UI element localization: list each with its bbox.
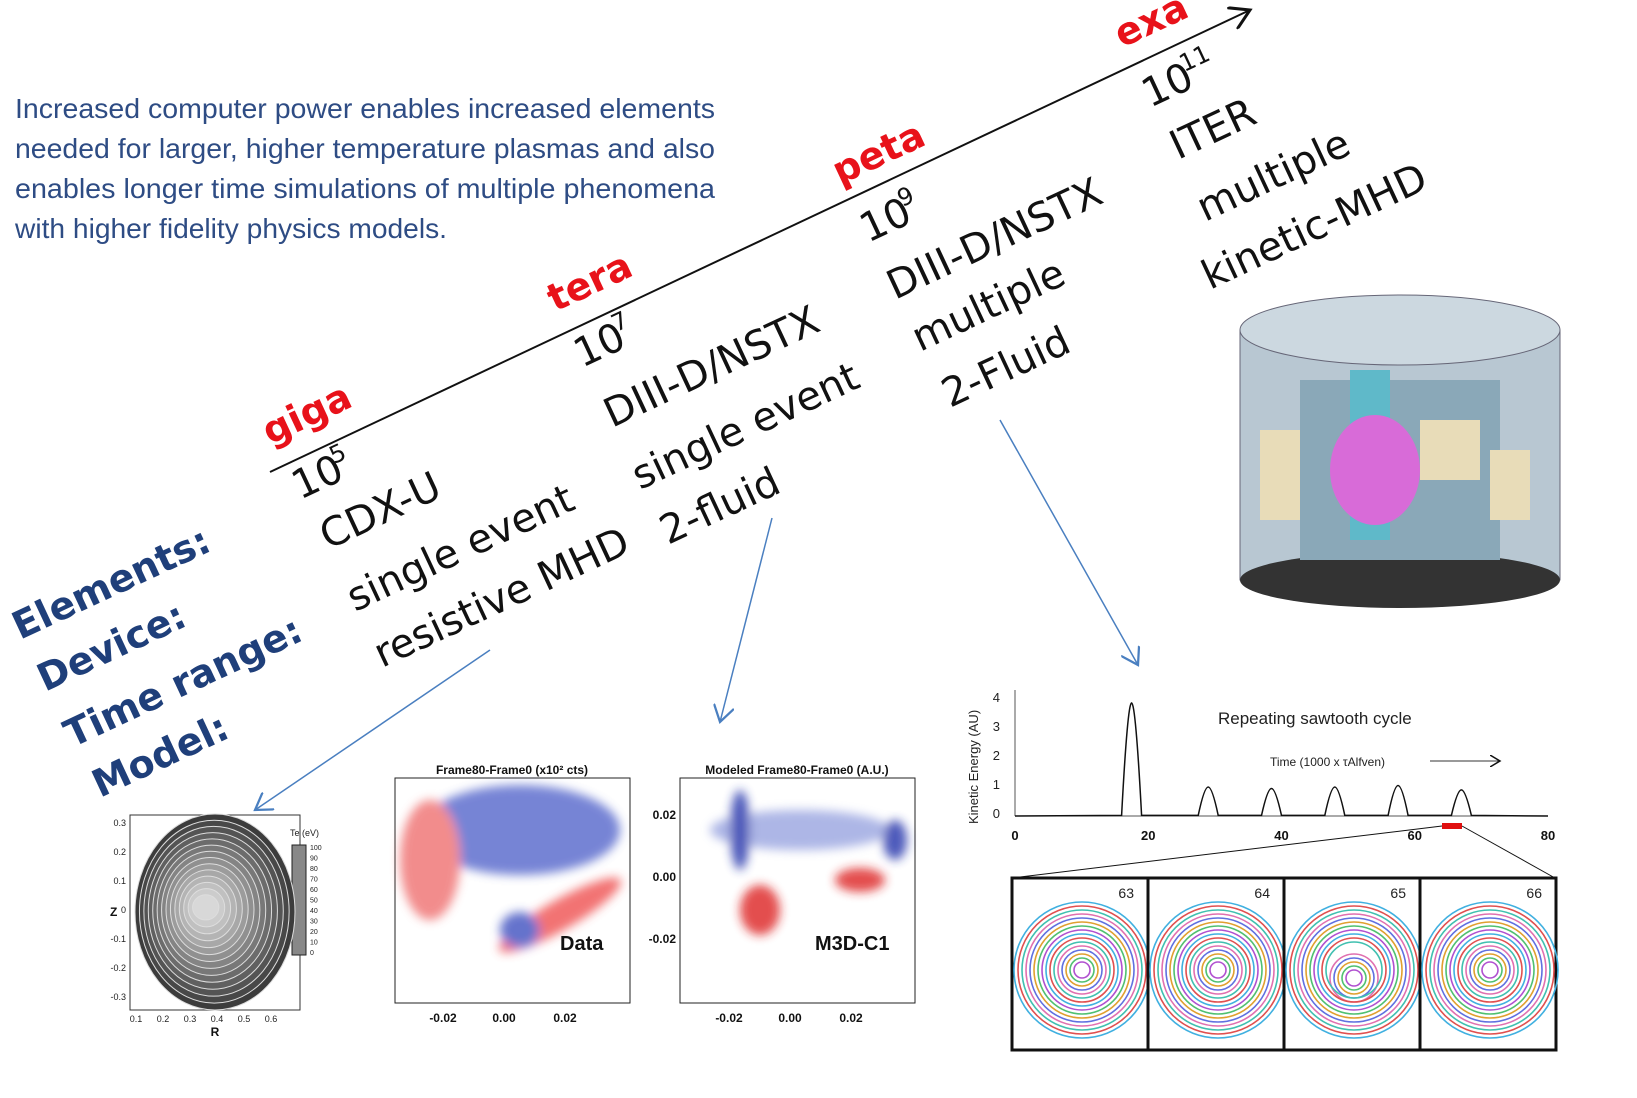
zoom-marker (1442, 823, 1462, 829)
frame-number: 64 (1254, 885, 1270, 901)
blob (730, 790, 750, 870)
pointer-arrow (1000, 420, 1138, 665)
colorbar-tick: 60 (310, 887, 318, 894)
vessel-base (1240, 552, 1560, 608)
x-tick-label: 0.4 (211, 1014, 224, 1024)
paragraph-line: enables longer time simulations of multi… (15, 173, 715, 204)
x-tick-label: 80 (1541, 828, 1555, 843)
colorbar-tick: 20 (310, 929, 318, 936)
pointer-arrow (720, 518, 772, 722)
plasma (1330, 415, 1420, 525)
y-tick-label: 3 (993, 719, 1000, 734)
port (1420, 420, 1480, 480)
x-tick-label: 20 (1141, 828, 1155, 843)
scale-label: exa (1107, 0, 1194, 56)
colorbar-tick: 100 (310, 845, 322, 852)
blob (500, 912, 540, 948)
x-tick-label: 0.00 (492, 1011, 516, 1025)
blob (740, 885, 780, 935)
vessel-top (1240, 295, 1560, 365)
y-tick-label: 0.2 (113, 847, 126, 857)
y-tick-label: 0.1 (113, 876, 126, 886)
flux-surface (193, 895, 219, 920)
x-tick-label: 0.02 (839, 1011, 863, 1025)
y-tick-label: 0.02 (653, 808, 677, 822)
x-label: R (211, 1025, 220, 1039)
frame-panel (1420, 878, 1556, 1050)
time-label: Time (1000 x τAlfven) (1270, 755, 1385, 769)
x-tick-label: 40 (1274, 828, 1288, 843)
blob (400, 800, 460, 920)
plot-label: Data (560, 933, 604, 955)
blob (835, 868, 885, 892)
colorbar-label: Te (eV) (290, 828, 319, 838)
equilibrium-plot (130, 814, 306, 1010)
colorbar-tick: 50 (310, 898, 318, 905)
y-tick-label: -0.2 (110, 963, 126, 973)
colorbar-tick: 10 (310, 940, 318, 947)
element-count: 107 (565, 306, 642, 377)
colorbar-tick: 30 (310, 919, 318, 926)
y-tick-label: -0.3 (110, 992, 126, 1002)
plot-label: M3D-C1 (815, 933, 889, 955)
y-tick-label: -0.02 (649, 932, 677, 946)
scale-label: giga (255, 374, 358, 453)
y-tick-label: 1 (993, 777, 1000, 792)
colorbar-tick: 90 (310, 856, 318, 863)
colorbar-tick: 0 (310, 950, 314, 957)
x-tick-label: 0.1 (130, 1014, 143, 1024)
zoom-line (1012, 826, 1442, 878)
y-tick-label: -0.1 (110, 934, 126, 944)
x-tick-label: 0.5 (238, 1014, 251, 1024)
x-tick-label: 0.2 (157, 1014, 170, 1024)
y-label: Kinetic Energy (AU) (966, 710, 981, 824)
port (1260, 430, 1300, 520)
colorbar-tick: 70 (310, 877, 318, 884)
paragraph-line: needed for larger, higher temperature pl… (15, 133, 715, 164)
data-plot (395, 778, 630, 1003)
frame-number: 66 (1526, 885, 1542, 901)
x-tick-label: -0.02 (429, 1011, 457, 1025)
x-tick-label: 0.3 (184, 1014, 197, 1024)
blob (883, 820, 907, 860)
y-tick-label: 2 (993, 748, 1000, 763)
tokamak-illustration (1240, 295, 1560, 608)
slide: Increased computer power enables increas… (0, 0, 1637, 1098)
x-tick-label: 60 (1408, 828, 1422, 843)
plot-title: Modeled Frame80-Frame0 (A.U.) (705, 763, 888, 777)
paragraph-line: Increased computer power enables increas… (15, 93, 715, 124)
frame-panel (1012, 878, 1148, 1050)
frame-panel (1148, 878, 1284, 1050)
x-tick-label: 0 (1011, 828, 1018, 843)
frame-number: 65 (1390, 885, 1406, 901)
colorbar-tick: 80 (310, 866, 318, 873)
scale-label: tera (540, 243, 639, 320)
x-tick-label: 0.6 (265, 1014, 278, 1024)
page: Increased computer power enables increas… (0, 0, 1637, 1098)
y-tick-label: 0.00 (653, 870, 677, 884)
y-label: Z (110, 905, 117, 919)
y-tick-label: 0.3 (113, 818, 126, 828)
annotation: Repeating sawtooth cycle (1218, 709, 1412, 728)
x-tick-label: 0.02 (553, 1011, 577, 1025)
plot-title: Frame80-Frame0 (x10² cts) (436, 763, 588, 777)
frame-panel (1284, 878, 1420, 1050)
x-tick-label: -0.02 (715, 1011, 743, 1025)
y-tick-label: 4 (993, 690, 1000, 705)
port (1490, 450, 1530, 520)
y-tick-label: 0 (121, 905, 126, 915)
model-plot (680, 778, 915, 1003)
frame-number: 63 (1118, 885, 1134, 901)
y-tick-label: 0 (993, 806, 1000, 821)
x-tick-label: 0.00 (778, 1011, 802, 1025)
colorbar-tick: 40 (310, 908, 318, 915)
paragraph-line: with higher fidelity physics models. (14, 213, 447, 244)
scale-label: peta (825, 112, 931, 193)
